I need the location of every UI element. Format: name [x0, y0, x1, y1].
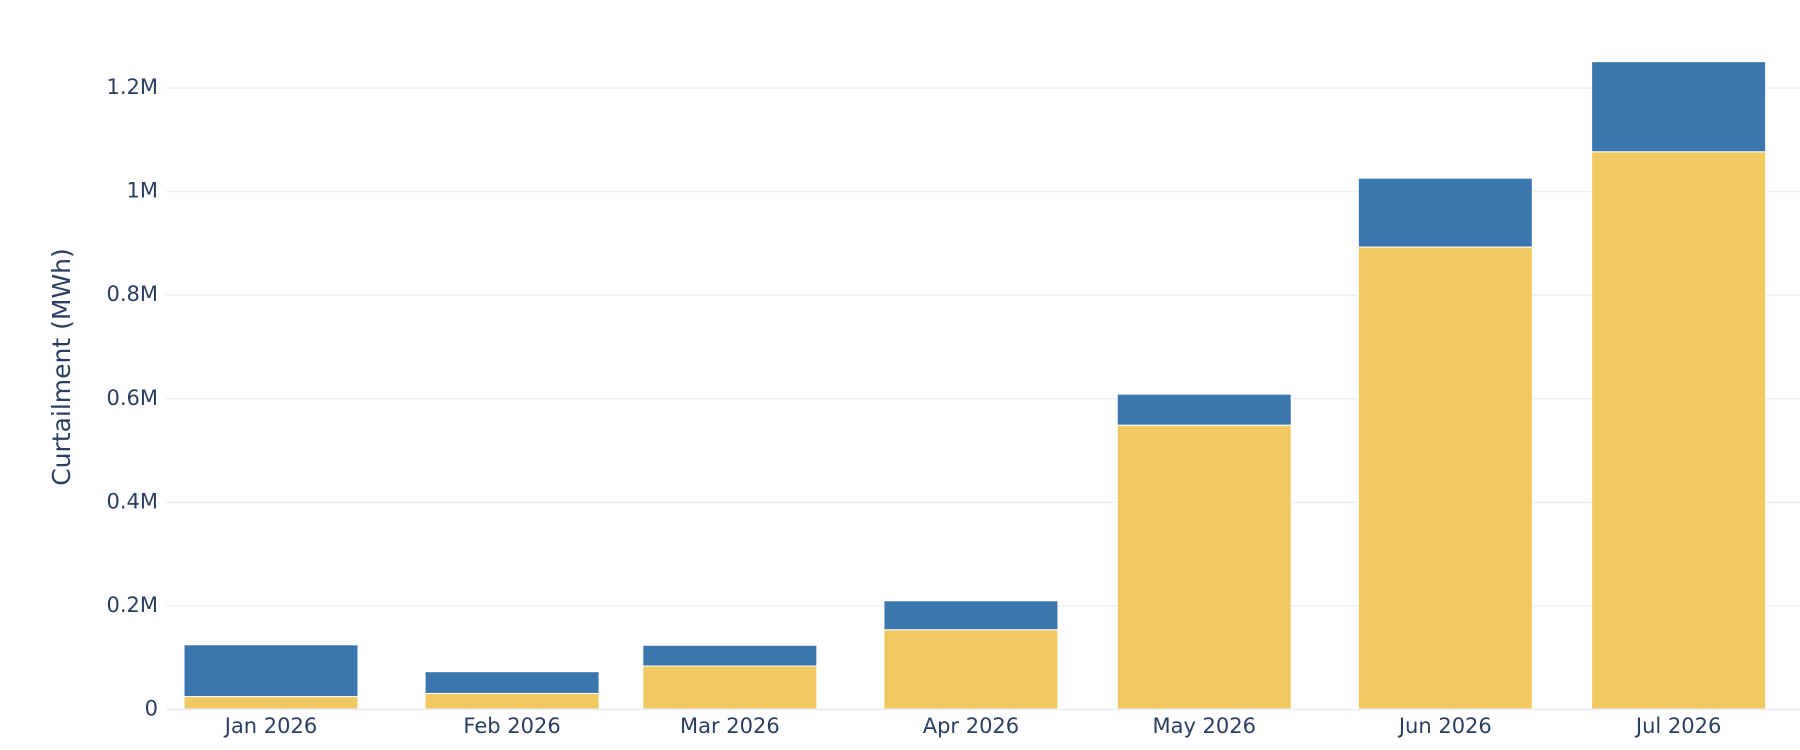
bar-segment — [183, 696, 359, 711]
bar-segment — [1357, 177, 1533, 248]
x-tick-label: Jun 2026 — [1397, 714, 1492, 738]
y-tick-label: 0.4M — [106, 489, 158, 513]
y-tick-label: 0.6M — [106, 386, 158, 410]
y-tick-label: 0.8M — [106, 282, 158, 306]
x-tick-label: Feb 2026 — [463, 714, 560, 738]
bar-segment — [883, 629, 1059, 710]
bar-segment — [1357, 246, 1533, 711]
bar-segment — [183, 644, 359, 698]
x-tick-label: Jul 2026 — [1634, 714, 1721, 738]
bar-segment — [1116, 424, 1292, 710]
bar-segment — [1591, 151, 1767, 710]
bar-segment — [1591, 61, 1767, 153]
bar-segment — [642, 665, 818, 710]
bar-segment — [424, 671, 600, 694]
y-tick-label: 0 — [145, 697, 158, 721]
y-tick-label: 1.2M — [106, 75, 158, 99]
x-tick-label: May 2026 — [1152, 714, 1256, 738]
x-tick-label: Jan 2026 — [223, 714, 318, 738]
bar-segment — [1116, 393, 1292, 426]
bar-segment — [642, 644, 818, 667]
y-tick-label: 0.2M — [106, 593, 158, 617]
x-tick-label: Apr 2026 — [923, 714, 1019, 738]
y-axis-title: Curtailment (MWh) — [47, 248, 76, 486]
bar-segment — [883, 600, 1059, 631]
bar-segment — [424, 692, 600, 710]
x-tick-label: Mar 2026 — [680, 714, 780, 738]
y-tick-label: 1M — [127, 179, 158, 203]
